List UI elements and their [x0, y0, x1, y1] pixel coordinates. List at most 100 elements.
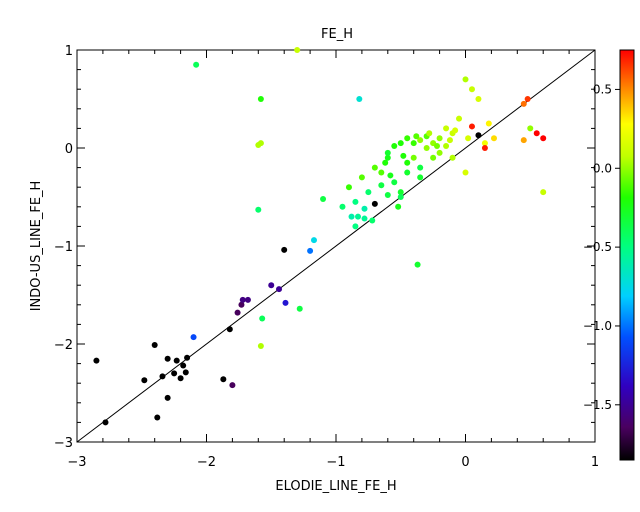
y-axis-label: INDO-US_LINE_FE_H: [29, 181, 44, 312]
data-point: [452, 127, 459, 134]
data-point: [397, 140, 404, 147]
data-point: [173, 357, 180, 364]
data-point: [281, 246, 288, 253]
colorbar-tick-label: 0.0: [593, 161, 612, 175]
data-point: [276, 286, 283, 293]
data-point: [296, 305, 303, 312]
data-point: [355, 213, 362, 220]
data-point: [456, 115, 463, 122]
x-tick-label: −3: [67, 455, 86, 470]
data-point: [184, 354, 191, 361]
data-point: [524, 96, 531, 102]
data-point: [446, 137, 453, 144]
data-point: [404, 135, 411, 142]
data-point: [239, 296, 246, 303]
data-point: [400, 152, 407, 159]
data-point: [182, 369, 189, 376]
data-point: [151, 341, 158, 348]
data-point: [257, 96, 264, 102]
scatter-points: [93, 47, 547, 426]
data-point: [154, 414, 161, 421]
data-point: [462, 169, 469, 176]
data-point: [268, 282, 275, 289]
data-point: [443, 143, 450, 150]
data-point: [226, 326, 233, 333]
data-point: [404, 169, 411, 176]
data-point: [436, 149, 443, 156]
data-point: [430, 154, 437, 161]
data-point: [387, 172, 394, 179]
data-point: [345, 184, 352, 191]
data-point: [397, 194, 404, 200]
data-point: [371, 164, 378, 171]
data-point: [356, 96, 363, 102]
y-tick-label: −1: [54, 240, 73, 255]
data-point: [339, 203, 346, 210]
data-point: [257, 140, 264, 147]
reference-line-group: [76, 49, 596, 443]
data-point: [348, 213, 355, 220]
data-point: [382, 159, 389, 166]
data-point: [475, 132, 482, 139]
data-point: [352, 223, 359, 230]
data-point: [410, 154, 417, 161]
colorbar-ticks: 0.5 0.0 −0.5 −1.0 −1.5: [583, 82, 620, 412]
data-point: [468, 86, 475, 93]
y-tick-label: −3: [54, 436, 73, 451]
data-point: [358, 174, 365, 181]
data-point: [164, 355, 171, 362]
data-point: [378, 182, 385, 189]
colorbar-tick-label: −0.5: [583, 240, 612, 254]
data-point: [490, 135, 497, 142]
x-tick-label: −1: [326, 455, 345, 470]
data-point: [465, 135, 472, 142]
colorbar-tick-label: 0.5: [593, 82, 612, 96]
data-point: [520, 137, 527, 144]
data-point: [255, 206, 262, 213]
data-point: [410, 140, 417, 147]
data-point: [177, 375, 184, 382]
data-point: [159, 373, 166, 380]
data-point: [164, 394, 171, 401]
data-point: [282, 299, 289, 306]
data-point: [520, 100, 527, 107]
data-point: [371, 200, 378, 207]
data-point: [307, 247, 314, 254]
data-point: [361, 215, 368, 222]
data-point: [533, 130, 540, 137]
data-point: [102, 419, 109, 426]
data-point: [229, 382, 236, 389]
data-point: [423, 145, 430, 151]
data-point: [391, 179, 398, 186]
data-point: [481, 140, 488, 147]
y-tick-label: −2: [54, 338, 73, 353]
data-point: [417, 174, 424, 181]
data-point: [259, 315, 266, 322]
y-tick-label: 0: [65, 142, 73, 157]
data-point: [417, 164, 424, 171]
x-axis-ticks: −3 −2 −1 0 1: [67, 50, 599, 470]
y-axis-ticks: −3 −2 −1 0 1: [54, 44, 595, 451]
data-point: [352, 198, 359, 205]
data-point: [413, 133, 420, 140]
colorbar-tick-label: −1.5: [583, 398, 612, 412]
data-point: [426, 130, 433, 137]
data-point: [220, 376, 227, 383]
chart-title: FE_H: [321, 27, 353, 42]
data-point: [378, 169, 385, 176]
colorbar: [619, 49, 635, 461]
data-point: [485, 120, 492, 127]
y-tick-label: 1: [65, 44, 73, 59]
data-point: [384, 154, 391, 161]
x-axis-label: ELODIE_LINE_FE_H: [275, 479, 396, 494]
data-point: [369, 217, 376, 224]
reference-line: [76, 49, 596, 443]
data-point: [475, 96, 482, 102]
data-point: [540, 135, 547, 142]
data-point: [384, 149, 391, 156]
data-point: [527, 125, 534, 132]
data-point: [180, 362, 187, 369]
data-point: [417, 137, 424, 144]
data-point: [384, 192, 391, 199]
